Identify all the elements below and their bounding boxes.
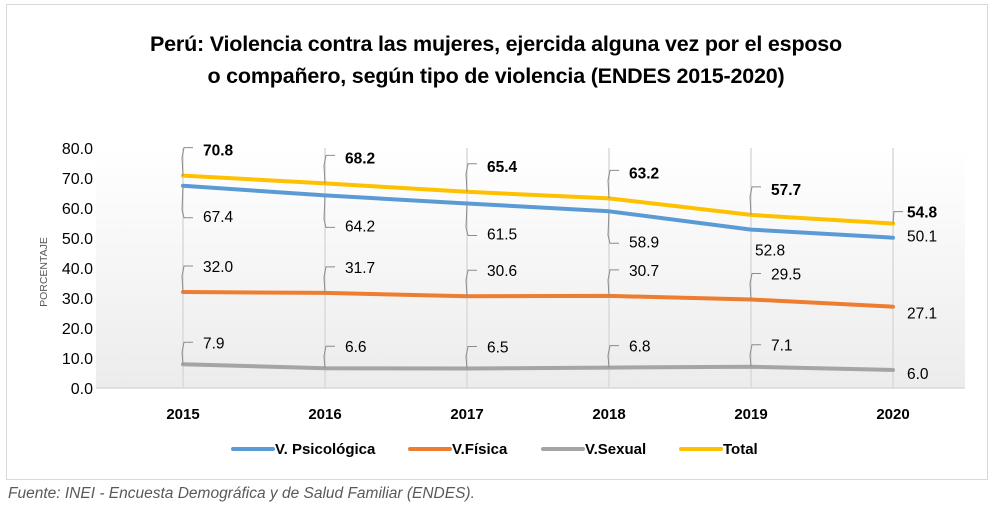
label-leader-line — [749, 273, 761, 300]
data-label-fisica: 29.5 — [771, 267, 801, 284]
series-line-v-f-sica — [181, 290, 895, 309]
chart-title: Perú: Violencia contra las mujeres, ejer… — [0, 28, 992, 92]
x-tick-label: 2018 — [592, 406, 625, 423]
label-leader-line — [323, 195, 335, 228]
data-label-psicologica: 58.9 — [629, 234, 659, 251]
data-label-sexual: 6.5 — [487, 340, 509, 357]
x-tick-label: 2015 — [166, 406, 199, 423]
legend-label: V. Psicológica — [275, 441, 376, 458]
series-line-v-sexual — [181, 362, 895, 372]
y-tick-label: 20.0 — [62, 321, 93, 338]
y-tick-label: 70.0 — [62, 171, 93, 188]
chart-title-line-1: Perú: Violencia contra las mujeres, ejer… — [150, 32, 842, 56]
x-tick-label: 2016 — [308, 406, 341, 423]
label-leader-line — [749, 186, 761, 215]
label-leader-line — [323, 266, 335, 293]
label-leader-line — [465, 203, 477, 236]
data-label-total: 54.8 — [907, 205, 938, 222]
label-leader-line — [607, 169, 619, 199]
y-tick-label: 0.0 — [71, 381, 93, 398]
data-label-psicologica: 64.2 — [345, 218, 375, 235]
data-label-sexual: 6.6 — [345, 339, 367, 356]
data-label-fisica: 30.6 — [487, 263, 517, 280]
series-line-total — [181, 173, 895, 226]
data-label-fisica: 27.1 — [907, 306, 937, 323]
data-label-total: 65.4 — [487, 159, 518, 176]
chart-title-line-2: o compañero, según tipo de violencia (EN… — [207, 64, 785, 88]
data-label-sexual: 6.8 — [629, 339, 651, 356]
x-tick-label: 2020 — [876, 406, 909, 423]
legend-label: V.Sexual — [585, 441, 646, 458]
label-leader-line — [323, 345, 335, 369]
data-label-sexual: 7.1 — [771, 338, 793, 355]
x-tick-label: 2019 — [734, 406, 767, 423]
data-label-total: 57.7 — [771, 182, 801, 199]
legend-label: V.Física — [452, 441, 508, 458]
series-line-v-psicol-gica — [181, 183, 895, 240]
data-label-psicologica: 50.1 — [907, 229, 937, 246]
y-tick-label: 40.0 — [62, 261, 93, 278]
y-tick-label: 80.0 — [62, 141, 93, 158]
data-label-fisica: 30.7 — [629, 263, 659, 280]
y-tick-label: 30.0 — [62, 291, 93, 308]
label-leader-line — [892, 211, 903, 224]
data-label-sexual: 7.9 — [203, 335, 225, 352]
data-label-total: 68.2 — [345, 150, 375, 167]
label-leader-line — [323, 154, 335, 184]
data-label-total: 63.2 — [629, 165, 659, 182]
legend-item: Total — [679, 441, 758, 458]
source-footnote: Fuente: INEI - Encuesta Demográfica y de… — [8, 485, 475, 502]
data-label-psicologica: 61.5 — [487, 227, 517, 244]
label-leader-line — [749, 344, 761, 367]
y-tick-label: 60.0 — [62, 201, 93, 218]
label-leader-line — [181, 341, 193, 365]
data-label-psicologica: 52.8 — [755, 243, 785, 260]
label-leader-line — [607, 211, 619, 244]
legend-item: V.Sexual — [541, 441, 646, 458]
data-label-fisica: 31.7 — [345, 260, 375, 277]
legend-label: Total — [723, 441, 758, 458]
label-leader-line — [465, 269, 477, 297]
legend-item: V.Física — [408, 441, 508, 458]
label-leader-line — [181, 185, 193, 219]
data-label-fisica: 32.0 — [203, 259, 234, 276]
y-tick-label: 50.0 — [62, 231, 93, 248]
x-tick-label: 2017 — [450, 406, 483, 423]
label-leader-line — [465, 346, 477, 369]
legend-item: V. Psicológica — [231, 441, 376, 458]
label-leader-line — [181, 147, 193, 176]
data-label-total: 70.8 — [203, 143, 234, 160]
label-leader-line — [607, 345, 619, 368]
label-leader-line — [465, 163, 477, 192]
data-label-psicologica: 67.4 — [203, 209, 234, 226]
label-leader-line — [607, 269, 619, 296]
label-leader-line — [181, 265, 193, 293]
data-label-sexual: 6.0 — [907, 366, 929, 383]
y-axis-title: PORCENTAJE — [38, 237, 50, 307]
y-tick-label: 10.0 — [62, 351, 93, 368]
